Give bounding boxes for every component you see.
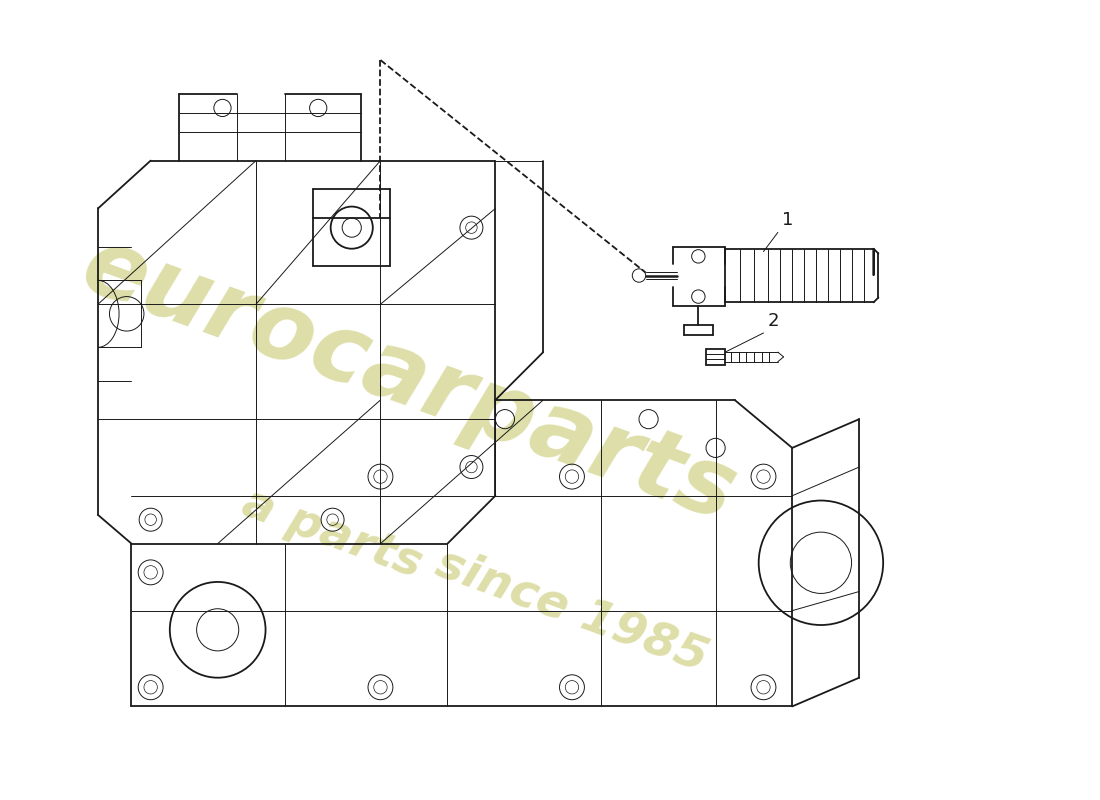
Text: since 1985: since 1985 bbox=[430, 541, 714, 681]
Text: 2: 2 bbox=[768, 313, 779, 330]
Text: a parts: a parts bbox=[236, 481, 429, 587]
Text: 1: 1 bbox=[782, 211, 793, 229]
Text: eurocarparts: eurocarparts bbox=[70, 220, 748, 542]
Bar bbox=[706, 350, 725, 365]
